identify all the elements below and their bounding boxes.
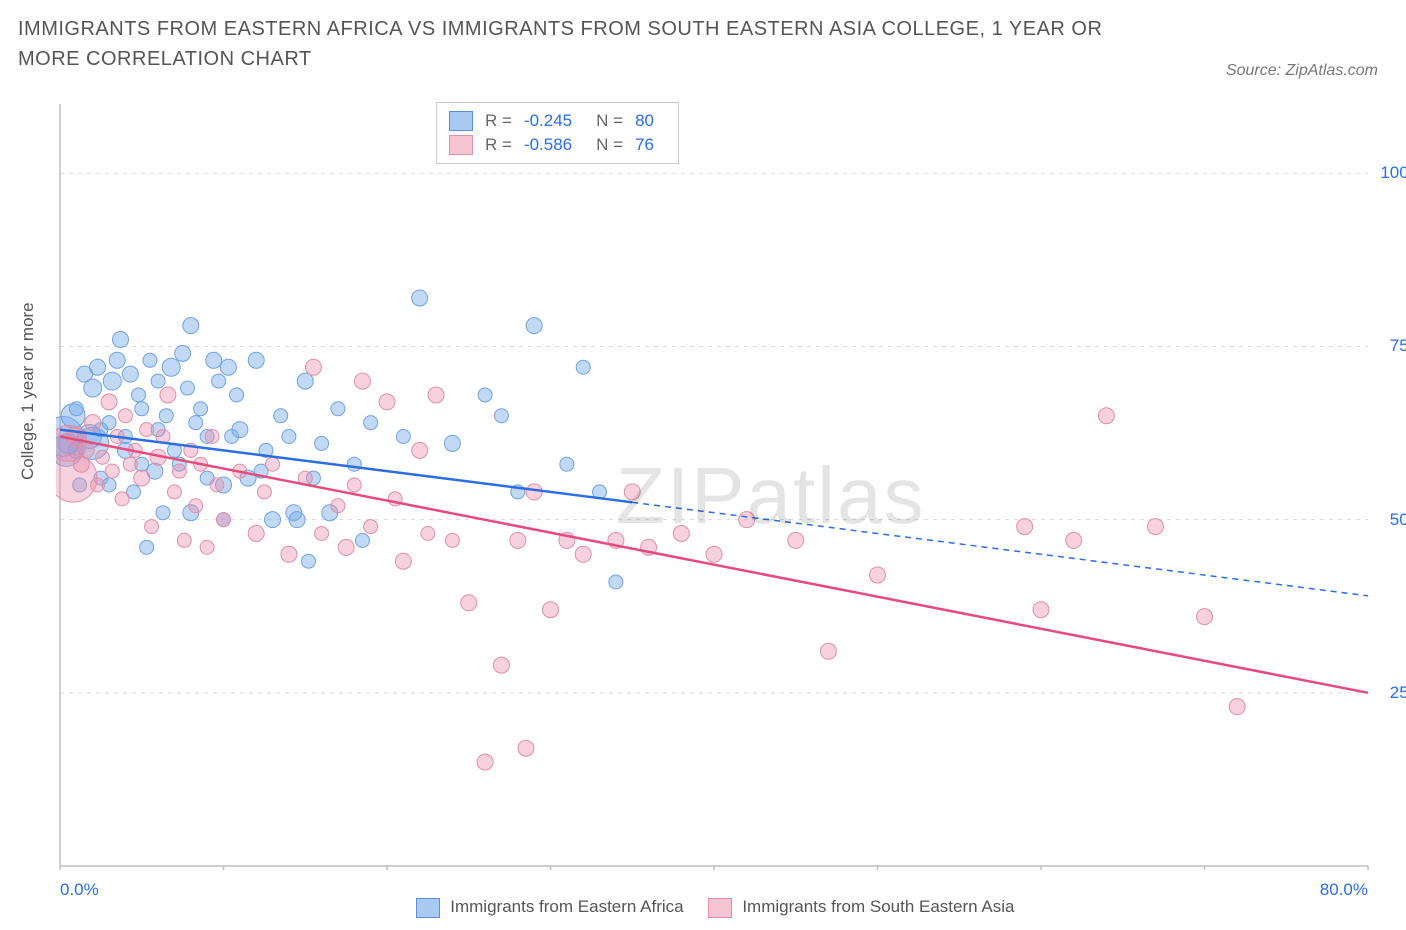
r-label: R = [485, 111, 512, 131]
chart-title: IMMIGRANTS FROM EASTERN AFRICA VS IMMIGR… [18, 14, 1118, 74]
r-label: R = [485, 135, 512, 155]
n-value: 76 [635, 135, 654, 155]
y-axis-label: College, 1 year or more [18, 302, 38, 480]
legend-swatch [449, 135, 473, 155]
correlation-legend-box: R = -0.245 N = 80 R = -0.586 N = 76 [436, 102, 679, 164]
y-tick-label: 50.0% [1390, 510, 1406, 530]
legend-stat-row: R = -0.586 N = 76 [449, 133, 666, 157]
source-attribution: Source: ZipAtlas.com [1226, 62, 1378, 80]
r-value: -0.245 [524, 111, 572, 131]
n-label: N = [596, 135, 623, 155]
r-value: -0.586 [524, 135, 572, 155]
legend-stat-row: R = -0.245 N = 80 [449, 109, 666, 133]
legend-swatch [449, 111, 473, 131]
legend-swatch [708, 898, 732, 918]
series-legend: Immigrants from Eastern Africa Immigrant… [0, 897, 1406, 918]
legend-series-label: Immigrants from Eastern Africa [446, 897, 684, 916]
y-tick-label: 100.0% [1380, 163, 1406, 183]
n-value: 80 [635, 111, 654, 131]
legend-swatch [416, 898, 440, 918]
y-tick-label: 25.0% [1390, 683, 1406, 703]
chart-plot-area: R =-0.245N =80R =-0.586N =76 ZIPatlas 25… [56, 100, 1372, 870]
scatter-chart-svg [56, 100, 1372, 870]
y-tick-label: 75.0% [1390, 336, 1406, 356]
legend-series-label: Immigrants from South Eastern Asia [738, 897, 1015, 916]
n-label: N = [596, 111, 623, 131]
